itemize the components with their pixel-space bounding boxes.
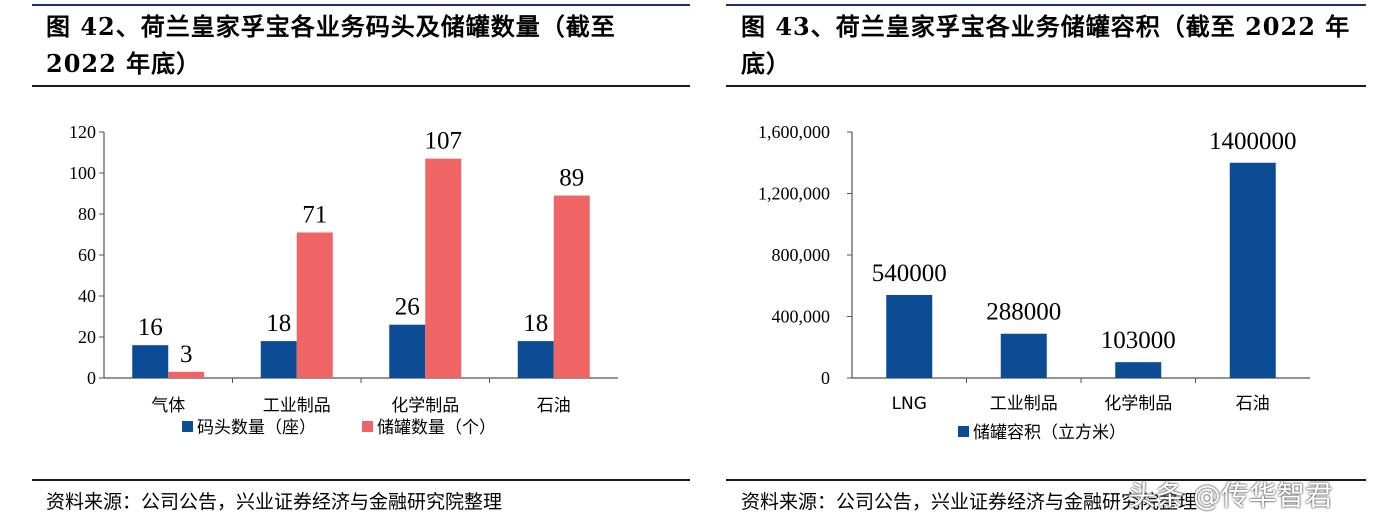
left-data-label: 3	[180, 341, 193, 368]
right-y-tick-label: 1,600,000	[758, 122, 830, 142]
right-panel-title: 图 43、荷兰皇家孚宝各业务储罐容积（截至 2022 年 底）	[741, 8, 1381, 82]
left-y-tick-label: 20	[78, 327, 96, 347]
left-legend-label: 储罐数量（个）	[377, 418, 496, 438]
left-bar-1	[260, 341, 297, 378]
left-data-label: 71	[302, 201, 327, 228]
right-category-label: 石油	[1236, 394, 1270, 414]
left-legend-swatch	[362, 421, 373, 432]
left-data-label: 26	[395, 294, 420, 321]
left-y-tick-label: 40	[78, 286, 96, 306]
left-y-tick-label: 100	[69, 163, 96, 183]
right-data-label: 103000	[1101, 327, 1176, 354]
left-data-label: 18	[266, 310, 291, 337]
left-data-label: 16	[138, 314, 163, 341]
right-y-tick-label: 0	[821, 368, 830, 388]
right-bar-1	[1000, 333, 1047, 378]
left-source-note: 资料来源：公司公告，兴业证券经济与金融研究院整理	[46, 491, 503, 513]
right-category-label: 工业制品	[990, 394, 1058, 414]
left-bar-2	[168, 371, 205, 378]
left-category-label: 石油	[537, 396, 571, 416]
left-data-label: 18	[523, 310, 548, 337]
right-y-tick-label: 1,200,000	[758, 184, 830, 204]
left-title-line1: 图 42、荷兰皇家孚宝各业务码头及储罐数量（截至	[46, 12, 616, 41]
right-legend-swatch	[958, 426, 969, 437]
left-y-tick-label: 80	[78, 204, 96, 224]
left-bar-2	[553, 195, 590, 378]
right-y-tick-label: 800,000	[772, 245, 831, 265]
right-source-note: 资料来源：公司公告，兴业证券经济与金融研究院整理	[741, 491, 1198, 513]
left-title-line2: 2022 年底）	[46, 49, 202, 78]
left-bar-2	[296, 232, 333, 378]
right-bar-1	[886, 294, 933, 378]
right-title-line1: 图 43、荷兰皇家孚宝各业务储罐容积（截至 2022 年	[741, 12, 1351, 41]
right-bar-1	[1115, 362, 1162, 378]
left-data-label: 89	[559, 165, 584, 192]
watermark: 头条 @传华智君	[1128, 479, 1333, 512]
right-category-label: LNG	[892, 394, 927, 414]
left-category-label: 化学制品	[391, 396, 459, 416]
right-bar-1	[1229, 162, 1276, 378]
left-panel-title: 图 42、荷兰皇家孚宝各业务码头及储罐数量（截至 2022 年底）	[46, 8, 686, 82]
left-y-tick-label: 60	[78, 245, 96, 265]
right-category-label: 化学制品	[1104, 394, 1172, 414]
left-title-rule	[32, 85, 690, 87]
right-title-rule	[726, 85, 1366, 87]
left-category-label: 气体	[151, 396, 185, 416]
right-legend-label: 储罐容积（立方米）	[973, 423, 1126, 443]
left-data-label: 107	[425, 128, 463, 155]
right-data-label: 540000	[872, 260, 947, 287]
left-category-label: 工业制品	[263, 396, 331, 416]
left-bar-1	[389, 324, 426, 378]
right-y-tick-label: 400,000	[772, 307, 831, 327]
right-data-label: 1400000	[1209, 128, 1297, 155]
left-legend-swatch	[182, 421, 193, 432]
left-bar-1	[517, 341, 554, 378]
top-border-left	[32, 4, 690, 6]
right-data-label: 288000	[986, 299, 1061, 326]
right-title-line2: 底）	[741, 49, 791, 78]
left-source-rule	[32, 479, 690, 481]
left-bar-1	[132, 345, 169, 378]
left-legend-label: 码头数量（座）	[197, 418, 316, 438]
left-bar-2	[425, 158, 462, 378]
left-y-tick-label: 120	[69, 122, 96, 142]
top-border-right	[726, 4, 1366, 6]
left-y-tick-label: 0	[87, 368, 96, 388]
right-source-rule	[726, 479, 1366, 481]
